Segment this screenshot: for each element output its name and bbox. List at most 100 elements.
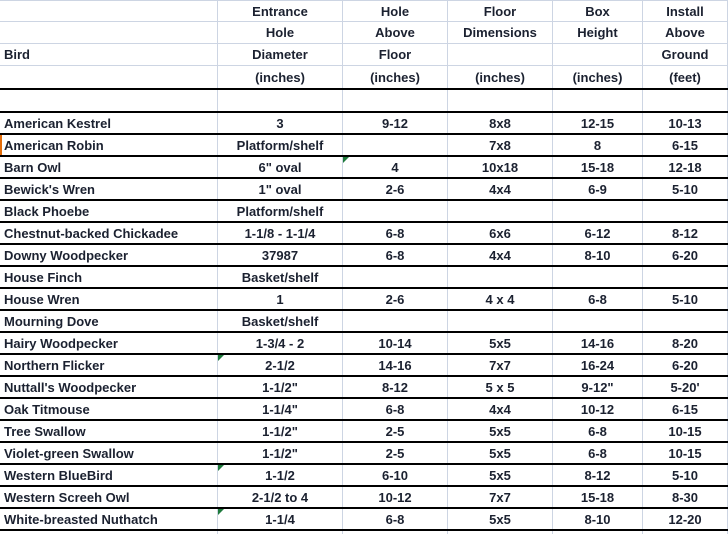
- bird-name-cell[interactable]: White-breasted Nuthatch: [0, 509, 218, 529]
- header-cell-install[interactable]: Ground: [643, 44, 728, 65]
- entrance-cell[interactable]: 1-3/4 - 2: [218, 333, 343, 353]
- header-cell-entrance[interactable]: (inches): [218, 66, 343, 88]
- box-height-cell[interactable]: 15-18: [553, 157, 643, 177]
- bird-name-cell[interactable]: Mourning Dove: [0, 311, 218, 331]
- install-cell[interactable]: 5-20': [643, 377, 728, 397]
- entrance-cell[interactable]: 2-1/2: [218, 355, 343, 375]
- install-cell[interactable]: 5-10: [643, 289, 728, 309]
- hole-above-floor-cell[interactable]: [343, 311, 448, 331]
- header-cell-box-height[interactable]: Box: [553, 0, 643, 21]
- bird-name-cell[interactable]: Northern Flicker: [0, 355, 218, 375]
- header-cell-hole-above-floor[interactable]: Above: [343, 22, 448, 43]
- hole-above-floor-cell[interactable]: 8-12: [343, 377, 448, 397]
- floor-dimensions-cell[interactable]: 4x4: [448, 245, 553, 265]
- floor-dimensions-cell[interactable]: 5x5: [448, 443, 553, 463]
- hole-above-floor-cell[interactable]: 2-5: [343, 421, 448, 441]
- header-cell-entrance[interactable]: Entrance: [218, 0, 343, 21]
- install-cell[interactable]: 6-15: [643, 135, 728, 155]
- header-cell-box-height[interactable]: Height: [553, 22, 643, 43]
- header-cell-floor-dimensions[interactable]: [448, 44, 553, 65]
- box-height-cell[interactable]: 12-15: [553, 113, 643, 133]
- header-cell-hole-above-floor[interactable]: Hole: [343, 0, 448, 21]
- bird-name-cell[interactable]: Hairy Woodpecker: [0, 333, 218, 353]
- bird-name-cell[interactable]: Chestnut-backed Chickadee: [0, 223, 218, 243]
- header-cell-bird[interactable]: [0, 66, 218, 88]
- header-cell-hole-above-floor[interactable]: Floor: [343, 44, 448, 65]
- hole-above-floor-cell[interactable]: [343, 201, 448, 221]
- floor-dimensions-cell[interactable]: [448, 267, 553, 287]
- entrance-cell[interactable]: 1-1/2: [218, 465, 343, 485]
- floor-dimensions-cell[interactable]: [448, 311, 553, 331]
- header-cell-bird[interactable]: Bird: [0, 44, 218, 65]
- bird-name-cell[interactable]: Violet-green Swallow: [0, 443, 218, 463]
- hole-above-floor-cell[interactable]: 6-8: [343, 399, 448, 419]
- box-height-cell[interactable]: 16-24: [553, 355, 643, 375]
- header-cell-box-height[interactable]: [553, 44, 643, 65]
- empty-cell-entrance[interactable]: [218, 90, 343, 111]
- hole-above-floor-cell[interactable]: 10-12: [343, 487, 448, 507]
- floor-dimensions-cell[interactable]: 4 x 4: [448, 289, 553, 309]
- floor-dimensions-cell[interactable]: 4x4: [448, 179, 553, 199]
- entrance-cell[interactable]: 1-1/2": [218, 421, 343, 441]
- floor-dimensions-cell[interactable]: 7x8: [448, 135, 553, 155]
- hole-above-floor-cell[interactable]: 6-8: [343, 223, 448, 243]
- hole-above-floor-cell[interactable]: 2-6: [343, 179, 448, 199]
- floor-dimensions-cell[interactable]: 5x5: [448, 421, 553, 441]
- bird-name-cell[interactable]: American Kestrel: [0, 113, 218, 133]
- floor-dimensions-cell[interactable]: 7x7: [448, 487, 553, 507]
- entrance-cell[interactable]: 1-1/8 - 1-1/4: [218, 223, 343, 243]
- floor-dimensions-cell[interactable]: 4x4: [448, 399, 553, 419]
- header-cell-entrance[interactable]: Hole: [218, 22, 343, 43]
- entrance-cell[interactable]: 2-1/2 to 4: [218, 487, 343, 507]
- bird-name-cell[interactable]: American Robin: [0, 135, 218, 155]
- hole-above-floor-cell[interactable]: [343, 267, 448, 287]
- hole-above-floor-cell[interactable]: 6-10: [343, 465, 448, 485]
- floor-dimensions-cell[interactable]: 8x8: [448, 113, 553, 133]
- floor-dimensions-cell[interactable]: 5x5: [448, 333, 553, 353]
- bird-name-cell[interactable]: Barn Owl: [0, 157, 218, 177]
- bird-name-cell[interactable]: Western BlueBird: [0, 465, 218, 485]
- install-cell[interactable]: 10-15: [643, 443, 728, 463]
- header-cell-box-height[interactable]: (inches): [553, 66, 643, 88]
- install-cell[interactable]: 12-18: [643, 157, 728, 177]
- bird-name-cell[interactable]: Downy Woodpecker: [0, 245, 218, 265]
- header-cell-floor-dimensions[interactable]: Dimensions: [448, 22, 553, 43]
- hole-above-floor-cell[interactable]: 10-14: [343, 333, 448, 353]
- install-cell[interactable]: 6-20: [643, 355, 728, 375]
- header-cell-bird[interactable]: [0, 22, 218, 43]
- header-cell-install[interactable]: (feet): [643, 66, 728, 88]
- empty-cell-floor-dimensions[interactable]: [448, 90, 553, 111]
- floor-dimensions-cell[interactable]: 7x7: [448, 355, 553, 375]
- install-cell[interactable]: [643, 267, 728, 287]
- box-height-cell[interactable]: 8-10: [553, 245, 643, 265]
- box-height-cell[interactable]: 6-9: [553, 179, 643, 199]
- empty-cell-bird[interactable]: [0, 90, 218, 111]
- box-height-cell[interactable]: 14-16: [553, 333, 643, 353]
- bird-name-cell[interactable]: Oak Titmouse: [0, 399, 218, 419]
- bird-name-cell[interactable]: Bewick's Wren: [0, 179, 218, 199]
- box-height-cell[interactable]: [553, 201, 643, 221]
- entrance-cell[interactable]: Platform/shelf: [218, 135, 343, 155]
- box-height-cell[interactable]: 6-12: [553, 223, 643, 243]
- install-cell[interactable]: 10-15: [643, 421, 728, 441]
- install-cell[interactable]: 12-20: [643, 509, 728, 529]
- entrance-cell[interactable]: 1" oval: [218, 179, 343, 199]
- header-cell-floor-dimensions[interactable]: Floor: [448, 0, 553, 21]
- hole-above-floor-cell[interactable]: 4: [343, 157, 448, 177]
- hole-above-floor-cell[interactable]: 14-16: [343, 355, 448, 375]
- box-height-cell[interactable]: 6-8: [553, 289, 643, 309]
- entrance-cell[interactable]: 1: [218, 289, 343, 309]
- box-height-cell[interactable]: 6-8: [553, 443, 643, 463]
- hole-above-floor-cell[interactable]: 6-8: [343, 245, 448, 265]
- box-height-cell[interactable]: 9-12": [553, 377, 643, 397]
- entrance-cell[interactable]: 1-1/4": [218, 399, 343, 419]
- floor-dimensions-cell[interactable]: 5x5: [448, 465, 553, 485]
- install-cell[interactable]: 5-10: [643, 465, 728, 485]
- header-cell-floor-dimensions[interactable]: (inches): [448, 66, 553, 88]
- floor-dimensions-cell[interactable]: 10x18: [448, 157, 553, 177]
- install-cell[interactable]: 5-10: [643, 179, 728, 199]
- floor-dimensions-cell[interactable]: 5 x 5: [448, 377, 553, 397]
- entrance-cell[interactable]: 1-1/4: [218, 509, 343, 529]
- entrance-cell[interactable]: 1-1/2": [218, 443, 343, 463]
- header-cell-entrance[interactable]: Diameter: [218, 44, 343, 65]
